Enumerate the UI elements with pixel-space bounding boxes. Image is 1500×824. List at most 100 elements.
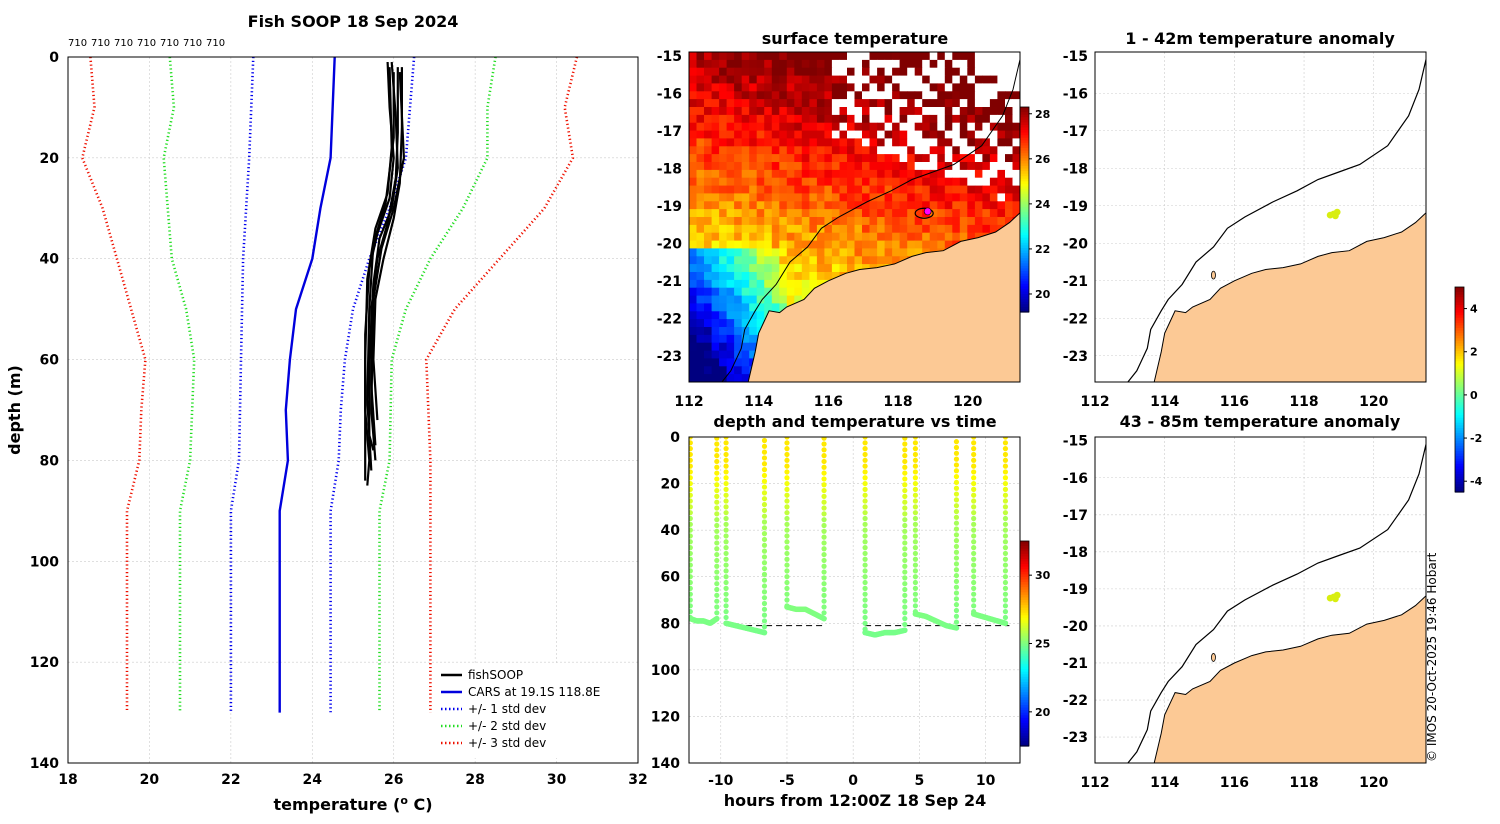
sst-cell	[854, 232, 863, 242]
dive-descent-point	[971, 545, 977, 551]
dive-ascent-point	[714, 499, 720, 505]
sst-cell	[734, 248, 743, 257]
dive-descent-point	[689, 545, 693, 551]
sst-cell	[952, 107, 961, 116]
dive-descent-point	[912, 597, 919, 603]
dive-descent-point	[971, 539, 977, 545]
sst-cell	[704, 185, 712, 194]
sst-cell	[809, 248, 818, 257]
sst-cell	[922, 193, 931, 202]
sst-cell	[937, 138, 946, 147]
sst-cell	[899, 83, 908, 92]
depth-time-colorbar-cell	[1020, 546, 1029, 550]
dive-ascent-point	[761, 455, 768, 461]
sst-cell	[764, 177, 773, 187]
sst-cell	[689, 107, 697, 116]
sst-cell	[899, 232, 908, 242]
sst-cell	[982, 177, 991, 187]
sst-colorbar-cell	[1020, 186, 1029, 190]
anomaly-shallow-land	[1153, 212, 1426, 382]
dive-ascent-point	[1002, 504, 1009, 510]
sst-cell	[816, 122, 825, 132]
sst-cell	[719, 83, 728, 92]
sst-cell	[862, 67, 870, 77]
sst-cell	[854, 217, 863, 226]
sst-cell	[839, 99, 848, 108]
dive-ascent-point	[761, 496, 768, 502]
sst-cell	[899, 169, 908, 179]
dive-ascent-point	[821, 453, 827, 459]
sst-cell	[711, 83, 720, 92]
anomaly-colorbar-cell	[1455, 348, 1464, 352]
sst-cell	[816, 99, 825, 108]
sst-cell	[696, 59, 705, 69]
dive-descent-point	[784, 498, 790, 504]
sst-cell	[809, 240, 818, 249]
profile-xtick-label: 18	[58, 772, 77, 788]
dive-ascent-point	[714, 563, 720, 569]
sst-cell	[719, 75, 728, 84]
sst-cell	[779, 91, 788, 100]
sst-cell	[711, 201, 720, 210]
sst-cell	[899, 240, 908, 249]
sst-cell	[794, 162, 803, 171]
profile-id-label: 710	[114, 38, 133, 49]
sst-cell	[959, 209, 968, 218]
sst-cell	[786, 287, 795, 297]
sst-cell	[922, 154, 931, 163]
sst-cell	[794, 52, 803, 61]
sst-cell	[862, 99, 870, 108]
dive-ascent-point	[761, 478, 768, 484]
sst-cell	[756, 295, 765, 304]
sst-cell	[944, 99, 953, 108]
sst-cell	[704, 177, 712, 187]
dive-descent-point	[912, 457, 919, 463]
depth-time-colorbar-cell	[1020, 664, 1029, 668]
sst-cell	[929, 185, 938, 194]
sst-cell	[689, 177, 697, 187]
sst-cell	[764, 83, 773, 92]
profile-id-labels: 710 710 710 710 710 710 710	[68, 38, 225, 49]
dive-descent-point	[971, 591, 977, 597]
sst-cell	[704, 162, 712, 171]
sst-cell	[726, 256, 735, 265]
sst-cell	[741, 52, 750, 61]
dive-descent-point	[912, 533, 919, 539]
sst-cell	[847, 107, 855, 116]
sst-cell	[854, 107, 863, 116]
dive-descent-point	[912, 603, 919, 609]
profile-id-label: 710	[91, 38, 110, 49]
sst-cell	[922, 75, 931, 84]
depth-time-ytick-label: 80	[661, 616, 681, 632]
sst-cell	[892, 201, 901, 210]
dive-ascent-point	[1002, 527, 1009, 533]
dive-descent-point	[689, 469, 693, 475]
sst-colorbar-cell	[1020, 137, 1029, 141]
sst-cell	[771, 52, 780, 61]
sst-cell	[779, 154, 788, 163]
dive-descent-point	[689, 451, 693, 458]
sst-cell	[824, 240, 833, 249]
anomaly-colorbar-cell	[1455, 386, 1464, 391]
sst-cell	[801, 177, 810, 187]
dive-descent-point	[723, 527, 729, 533]
sst-cell	[734, 52, 743, 61]
sst-cell	[831, 99, 840, 108]
sst-cell	[734, 162, 743, 171]
dive-ascent-point	[1002, 597, 1009, 603]
sst-cell	[839, 130, 848, 139]
sst-cell	[869, 248, 878, 257]
sst-cell	[847, 209, 855, 218]
sst-cell	[899, 91, 908, 100]
sst-cell	[1012, 201, 1020, 210]
dive-ascent-point	[821, 546, 827, 552]
sst-cell	[997, 122, 1006, 132]
sst-cell	[982, 224, 991, 234]
sst-cell	[974, 138, 983, 147]
sst-cell	[952, 232, 961, 242]
sst-cell	[719, 232, 728, 242]
dive-descent-point	[723, 451, 729, 458]
sst-cell	[771, 114, 780, 124]
dive-descent-point	[971, 486, 977, 492]
dive-ascent-point	[714, 551, 720, 558]
